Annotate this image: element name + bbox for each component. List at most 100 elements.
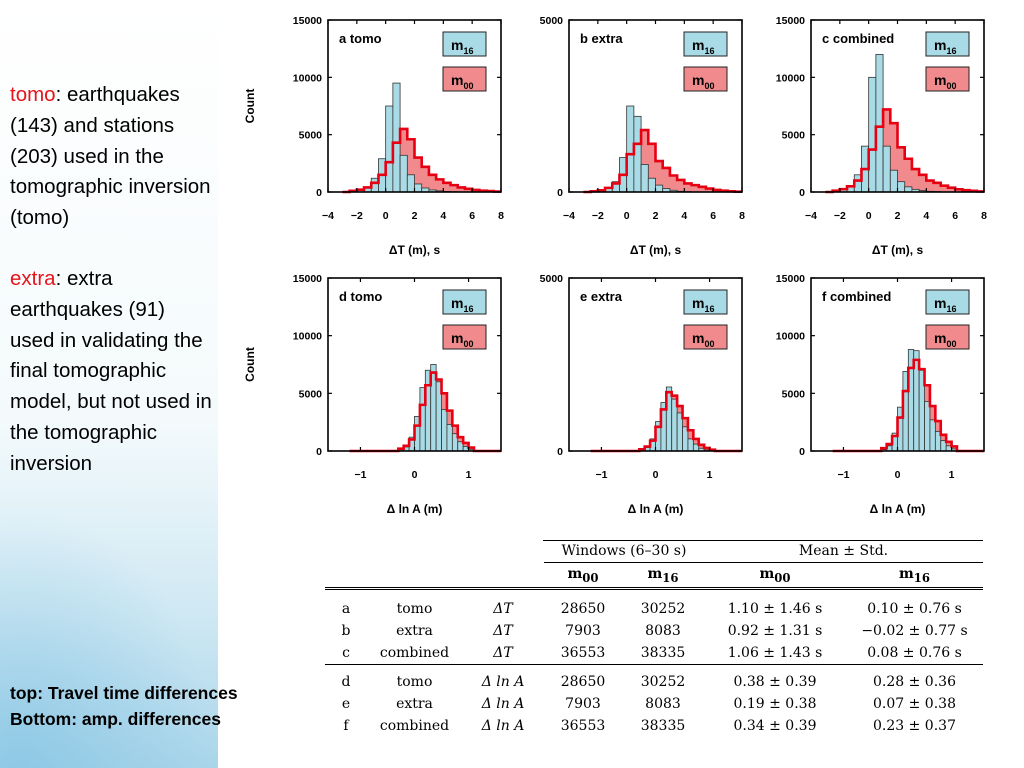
table-cell-id: a	[341, 601, 351, 617]
table-cell-meas: ΔT	[493, 623, 513, 639]
statistics-table: Windows (6–30 s) Mean ± Std. m00 m16 m00…	[325, 540, 983, 737]
y-tick-label: 5000	[299, 130, 323, 142]
x-tick-label: −2	[351, 210, 363, 222]
y-tick-label: 0	[316, 446, 322, 458]
m16-bar	[647, 177, 656, 193]
table-cell-w16: 38335	[640, 718, 686, 734]
legend-m00-box	[442, 66, 487, 92]
y-tick-label: 15000	[293, 273, 322, 285]
legend-m16-box	[442, 289, 487, 315]
x-tick-label: 0	[412, 469, 418, 481]
x-tick-label: 2	[412, 210, 418, 222]
panel-title: e extra	[580, 289, 623, 304]
table-cell-set: combined	[379, 718, 450, 734]
table-cell-id: d	[325, 664, 367, 693]
x-tick-label: −1	[595, 469, 607, 481]
sidebar-description: tomo: earthquakes (143) and stations (20…	[10, 80, 215, 510]
m16-bar	[406, 174, 415, 193]
y-tick-label: 5000	[782, 388, 806, 400]
table-cell-id: b	[341, 623, 351, 639]
y-tick-label: 15000	[776, 273, 805, 285]
table-row: f combined Δ ln A 36553 38335 0.34 ± 0.39 0.23…	[325, 715, 983, 737]
table-cell-mean16: 0.08 ± 0.76 s	[867, 645, 962, 661]
table-row: b extra ΔT 7903 8083 0.92 ± 1.31 s −0.02 ± 0.7…	[325, 620, 983, 642]
panel-a	[327, 19, 502, 194]
panel-title: d tomo	[339, 289, 382, 304]
x-tick-label: 1	[949, 469, 955, 481]
legend-m16-box	[925, 31, 970, 57]
y-tick-label: 10000	[293, 331, 322, 343]
x-axis-label: Δ ln A (m)	[387, 502, 443, 516]
x-tick-label: 0	[653, 469, 659, 481]
panel-d	[327, 277, 502, 453]
x-tick-label: −2	[592, 210, 604, 222]
x-tick-label: 0	[895, 469, 901, 481]
y-tick-label: 0	[557, 446, 563, 458]
y-tick-label: 0	[557, 187, 563, 199]
table-cell-mean00: 1.06 ± 1.43 s	[727, 645, 823, 661]
legend-m00-box	[442, 324, 487, 350]
panel-c	[810, 19, 985, 194]
m16-bar	[929, 419, 936, 452]
x-axis-label: Δ ln A (m)	[628, 502, 684, 516]
table-cell-id: e	[341, 696, 351, 712]
y-tick-label: 5000	[540, 273, 564, 285]
x-tick-label: 1	[466, 469, 472, 481]
table-cell-meas: Δ ln A	[481, 696, 525, 712]
table-cell-id: c	[342, 645, 350, 661]
table-cell-w16: 38335	[640, 645, 686, 661]
table-cell-mean16: 0.10 ± 0.76 s	[867, 601, 962, 617]
x-tick-label: −1	[354, 469, 366, 481]
y-tick-label: 0	[799, 446, 805, 458]
y-tick-label: 15000	[293, 15, 322, 27]
legend-m00-box	[925, 324, 970, 350]
table-cell-mean16: 0.28 ± 0.36	[846, 664, 983, 693]
m16-bar	[924, 401, 931, 452]
x-tick-label: −2	[834, 210, 846, 222]
x-tick-label: 4	[440, 210, 446, 222]
table-row: c combined ΔT 36553 38335 1.06 ± 1.43 s 0.08 ±…	[325, 642, 983, 665]
col-mean-m00: m00	[704, 562, 846, 590]
y-tick-label: 10000	[776, 72, 805, 84]
table-cell-mean16: 0.23 ± 0.37	[873, 718, 956, 734]
m16-bar	[687, 438, 694, 452]
y-tick-label: 10000	[293, 72, 322, 84]
x-tick-label: −4	[563, 210, 575, 222]
table-cell-mean16: 0.07 ± 0.38	[873, 696, 956, 712]
table-cell-meas: Δ ln A	[481, 718, 525, 734]
panel-b	[568, 19, 743, 194]
table-cell-w00: 28650	[544, 664, 622, 693]
x-tick-label: 8	[739, 210, 745, 222]
col-windows-m16: m16	[622, 562, 704, 590]
x-tick-label: 4	[681, 210, 687, 222]
x-tick-label: 6	[469, 210, 475, 222]
table-body: a tomo ΔT 28650 30252 1.10 ± 1.46 s 0.10 ± 0.7…	[325, 589, 983, 738]
table-cell-set: extra	[396, 696, 433, 712]
table-cell-set: tomo	[396, 601, 433, 617]
sidebar-background	[0, 0, 218, 768]
x-axis-label: ΔT (m), s	[389, 243, 441, 257]
table-cell-set: tomo	[367, 664, 462, 693]
legend-m16-box	[442, 31, 487, 57]
table-header-columns: m00 m16 m00 m16	[325, 562, 983, 590]
table-cell-w16: 8083	[645, 623, 681, 639]
x-tick-label: 1	[707, 469, 713, 481]
legend-m00-box	[683, 324, 728, 350]
table-cell-w00: 7903	[565, 623, 601, 639]
m16-bar	[446, 424, 453, 452]
tomo-text: : earthquakes (143) and stations (203) u…	[10, 83, 211, 230]
m16-bar	[640, 164, 649, 193]
table-cell-set: combined	[379, 645, 450, 661]
extra-key: extra	[10, 266, 56, 290]
x-tick-label: 2	[895, 210, 901, 222]
panel-title: a tomo	[339, 31, 382, 46]
table-cell-meas: ΔT	[493, 601, 513, 617]
table-cell-w00: 36553	[560, 645, 606, 661]
x-axis-label: Δ ln A (m)	[870, 502, 926, 516]
x-tick-label: 6	[710, 210, 716, 222]
legend-m16-box	[925, 289, 970, 315]
y-tick-label: 15000	[776, 15, 805, 27]
table-row: a tomo ΔT 28650 30252 1.10 ± 1.46 s 0.10 ± 0.7…	[325, 589, 983, 621]
x-tick-label: −4	[805, 210, 817, 222]
y-axis-label: Count	[243, 347, 257, 382]
